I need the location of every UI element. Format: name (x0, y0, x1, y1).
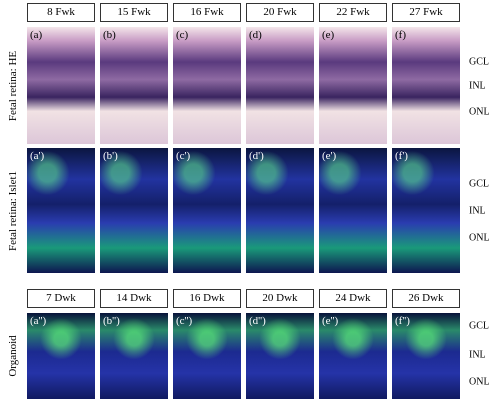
image-panel: (c') (173, 148, 241, 273)
image-panel: (b') (100, 148, 168, 273)
panel-label: (d') (249, 150, 264, 162)
panel-label: (c'') (176, 315, 193, 327)
image-panel: (d) (246, 27, 314, 144)
column-header: 14 Dwk (100, 289, 168, 308)
layer-label: ONL (469, 376, 490, 388)
image-panel: (e') (319, 148, 387, 273)
column-header: 27 Fwk (392, 3, 460, 22)
image-panel: (d') (246, 148, 314, 273)
layer-label: GCL (469, 178, 489, 190)
panel-label: (d'') (249, 315, 266, 327)
column-header: 16 Dwk (173, 289, 241, 308)
image-panel: (a) (27, 27, 95, 144)
image-panel: (c) (173, 27, 241, 144)
column-header: 22 Fwk (319, 3, 387, 22)
image-panel: (f) (392, 27, 460, 144)
panel-label: (a') (30, 150, 45, 162)
panel-label: (b') (103, 150, 118, 162)
panel-label: (c) (176, 29, 189, 41)
panel-label: (f') (395, 150, 408, 162)
panel-label: (f'') (395, 315, 410, 327)
layer-label: INL (469, 205, 486, 217)
image-panel: (e'') (319, 313, 387, 399)
layer-label: ONL (469, 232, 490, 244)
panel-label: (e) (322, 29, 335, 41)
image-panel: (a'') (27, 313, 95, 399)
panel-label: (e') (322, 150, 337, 162)
image-panel: (d'') (246, 313, 314, 399)
column-header: 16 Fwk (173, 3, 241, 22)
image-panel: (e) (319, 27, 387, 144)
panel-label: (e'') (322, 315, 339, 327)
image-panel: (f'') (392, 313, 460, 399)
column-header: 20 Dwk (246, 289, 314, 308)
panel-label: (c') (176, 150, 191, 162)
row-label: Fetal retina: Islet1 (7, 170, 19, 251)
column-header: 8 Fwk (27, 3, 95, 22)
panel-label: (b'') (103, 315, 120, 327)
panel-label: (a) (30, 29, 43, 41)
layer-label: ONL (469, 106, 490, 118)
image-panel: (a') (27, 148, 95, 273)
column-header: 15 Fwk (100, 3, 168, 22)
image-panel: (b) (100, 27, 168, 144)
row-label: Organoid (7, 335, 19, 377)
layer-label: GCL (469, 320, 489, 332)
image-panel: (f') (392, 148, 460, 273)
layer-label: GCL (469, 56, 489, 68)
image-panel: (b'') (100, 313, 168, 399)
image-panel: (c'') (173, 313, 241, 399)
layer-label: INL (469, 80, 486, 92)
panel-label: (d) (249, 29, 262, 41)
column-header: 20 Fwk (246, 3, 314, 22)
layer-label: INL (469, 349, 486, 361)
panel-label: (f) (395, 29, 406, 41)
panel-label: (a'') (30, 315, 47, 327)
column-header: 24 Dwk (319, 289, 387, 308)
column-header: 7 Dwk (27, 289, 95, 308)
row-label: Fetal retina: HE (7, 50, 19, 121)
panel-label: (b) (103, 29, 116, 41)
column-header: 26 Dwk (392, 289, 460, 308)
